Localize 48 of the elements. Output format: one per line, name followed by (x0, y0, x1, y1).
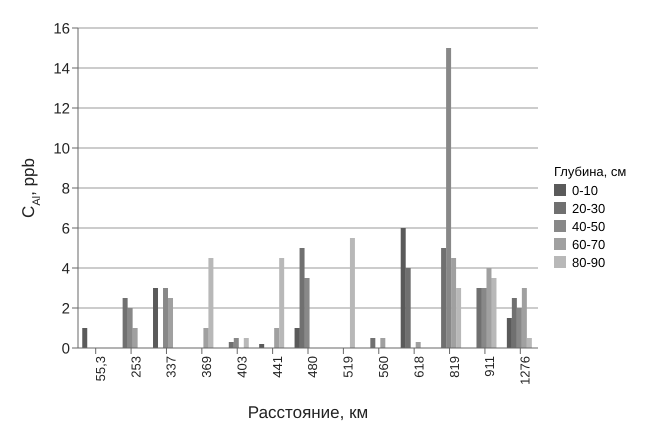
x-tick-label: 911 (482, 356, 498, 377)
bar (350, 238, 355, 348)
bar (244, 338, 249, 348)
bar (304, 278, 310, 348)
y-tick-label: 10 (53, 140, 70, 158)
y-tick-label: 8 (62, 180, 70, 198)
bar (208, 258, 214, 348)
y-tick-label: 6 (62, 220, 70, 238)
x-tick-label: 560 (376, 356, 391, 378)
bar (446, 48, 452, 348)
bar (234, 338, 239, 348)
legend-label: 80-90 (572, 254, 606, 270)
x-tick-label: 337 (164, 356, 179, 378)
bar (128, 308, 133, 348)
bar (491, 278, 496, 348)
bar (274, 328, 280, 348)
x-tick-label: 441 (270, 356, 285, 378)
legend-title: Глубина, см (554, 164, 626, 178)
bar (481, 288, 486, 348)
bar (416, 342, 421, 348)
x-axis-title: Расстояние, км (248, 403, 368, 422)
bar (203, 328, 208, 348)
y-tick-label: 2 (62, 300, 70, 318)
x-tick-label: 1276 (518, 356, 533, 385)
legend-label: 20-30 (572, 200, 606, 216)
x-tick-label: 819 (446, 356, 462, 378)
bar (526, 338, 532, 348)
y-tick-label: 0 (62, 340, 70, 358)
y-tick-label: 16 (53, 20, 70, 38)
bar (279, 258, 284, 348)
y-tick-label: 4 (62, 260, 70, 278)
x-tick-label: 480 (305, 356, 320, 378)
x-tick-label: 403 (234, 356, 250, 378)
x-tick-label: 253 (128, 356, 144, 378)
bar (516, 308, 522, 348)
legend-label: 40-50 (572, 218, 606, 234)
x-tick-label: 618 (411, 356, 426, 378)
y-tick-label: 12 (53, 100, 70, 118)
legend-label: 60-70 (572, 236, 606, 252)
bar (456, 288, 462, 348)
bar (163, 288, 168, 348)
legend-label: 0-10 (572, 182, 598, 198)
x-tick-label: 519 (340, 356, 356, 378)
x-tick-label: 369 (199, 356, 214, 378)
x-tick-label: 55,3 (92, 356, 108, 382)
y-tick-label: 14 (53, 60, 70, 78)
bar (380, 338, 386, 348)
bar (132, 328, 138, 348)
